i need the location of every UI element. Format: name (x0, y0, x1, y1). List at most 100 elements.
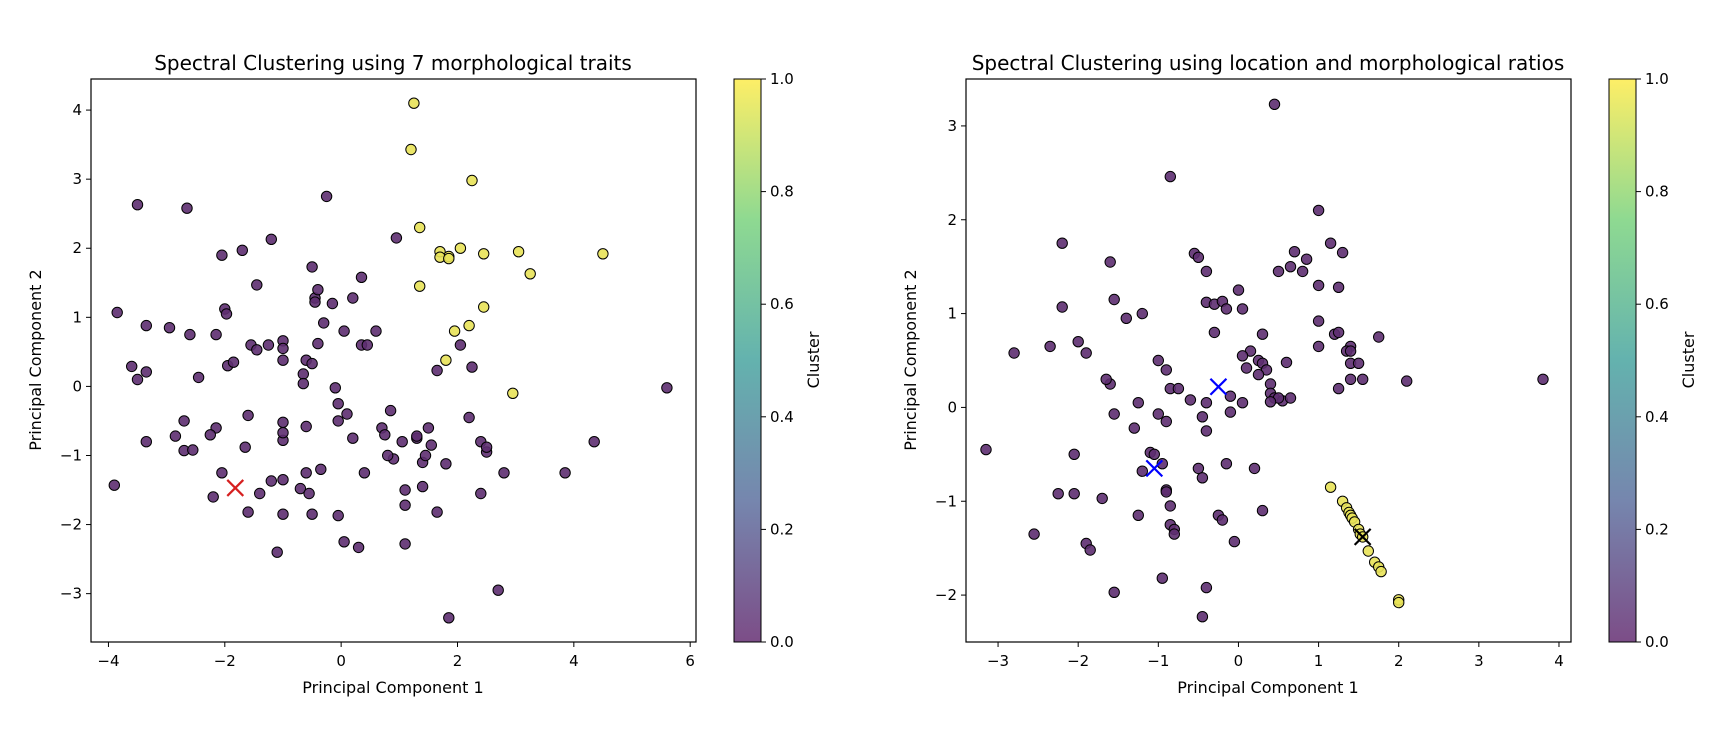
data-point-cluster-0 (1068, 448, 1080, 460)
data-point-cluster-0 (1148, 448, 1161, 460)
data-point-cluster-0 (347, 432, 359, 444)
data-point-cluster-0 (1240, 362, 1253, 374)
data-point-cluster-1 (463, 319, 475, 332)
colorbar-tick-label: 0.6 (770, 295, 794, 313)
data-point-cluster-0 (1196, 472, 1209, 484)
right-colorbar-ticks: 0.0 0.2 0.4 0.6 0.8 1.0 (1636, 70, 1669, 651)
data-point-cluster-0 (1248, 462, 1261, 475)
data-point-cluster-0 (294, 482, 307, 495)
y-tick-label: 2 (947, 211, 957, 229)
data-point-cluster-0 (1108, 408, 1120, 420)
data-point-cluster-0 (1152, 354, 1165, 367)
data-point-cluster-0 (277, 342, 289, 355)
data-point-cluster-0 (1268, 98, 1281, 111)
data-point-cluster-0 (341, 408, 353, 420)
data-point-cluster-0 (352, 541, 365, 554)
data-point-cluster-0 (332, 509, 344, 522)
data-point-cluster-0 (492, 584, 504, 596)
x-tick-label: 1 (1314, 652, 1324, 670)
data-point-cluster-0 (1220, 303, 1233, 315)
data-point-cluster-0 (1136, 307, 1149, 320)
data-point-cluster-0 (466, 361, 478, 373)
data-point-cluster-0 (300, 420, 312, 433)
data-point-cluster-0 (309, 296, 321, 308)
y-tick-label: −1 (935, 492, 957, 510)
x-tick-label: 6 (685, 652, 695, 670)
x-tick-label: 3 (1474, 652, 1484, 670)
left-x-ticks: −4 −2 0 2 4 6 (97, 642, 695, 670)
right-x-ticks: −3 −2 −1 0 1 2 3 4 (987, 642, 1564, 670)
colorbar-tick-label: 1.0 (770, 70, 794, 88)
right-panel: Spectral Clustering using location and m… (901, 51, 1698, 697)
data-point-cluster-0 (419, 449, 432, 462)
data-point-cluster-0 (210, 328, 222, 341)
data-point-cluster-0 (661, 382, 673, 394)
data-point-cluster-0 (251, 279, 263, 291)
data-point-cluster-0 (1256, 328, 1269, 340)
data-point-cluster-0 (1357, 373, 1369, 385)
right-centroids (1145, 377, 1372, 546)
colorbar-tick-label: 0.4 (1645, 408, 1669, 426)
data-point-cluster-0 (306, 261, 318, 273)
data-point-cluster-0 (277, 427, 289, 439)
data-point-cluster-0 (338, 536, 350, 548)
data-point-cluster-0 (207, 491, 219, 503)
data-point-cluster-0 (1332, 281, 1345, 293)
y-tick-label: −2 (60, 516, 82, 534)
left-colorbar-ticks: 0.0 0.2 0.4 0.6 0.8 1.0 (761, 70, 794, 651)
data-point-cluster-0 (1288, 246, 1301, 258)
x-tick-label: −2 (1067, 652, 1089, 670)
colorbar-tick-label: 1.0 (1645, 70, 1669, 88)
data-point-cluster-0 (1028, 528, 1040, 540)
data-point-cluster-0 (1344, 373, 1357, 385)
data-point-cluster-0 (204, 429, 217, 441)
x-tick-label: 0 (1234, 652, 1244, 670)
x-tick-label: −2 (214, 652, 236, 670)
data-point-cluster-0 (1224, 406, 1237, 418)
data-point-cluster-0 (1312, 340, 1325, 353)
data-point-cluster-0 (440, 458, 452, 470)
data-point-cluster-0 (1236, 350, 1249, 362)
centroid-marker (1353, 528, 1372, 546)
right-chart-title: Spectral Clustering using location and m… (972, 51, 1565, 75)
data-point-cluster-1 (507, 387, 519, 399)
left-plot-frame (90, 78, 697, 643)
centroid-stroke (1209, 377, 1228, 396)
data-point-cluster-0 (1196, 611, 1209, 623)
data-point-cluster-0 (265, 475, 277, 487)
colorbar-tick-label: 0.4 (770, 408, 794, 426)
right-y-ticks: −2 −1 0 1 2 3 (935, 117, 966, 604)
data-point-cluster-0 (192, 371, 205, 384)
data-point-cluster-0 (1200, 265, 1213, 278)
y-tick-label: −3 (60, 585, 82, 603)
data-point-cluster-0 (399, 484, 411, 496)
data-point-cluster-0 (411, 430, 423, 442)
data-point-cluster-1 (1393, 596, 1405, 609)
x-tick-label: 2 (1394, 652, 1404, 670)
data-point-cluster-0 (306, 357, 318, 370)
data-point-cluster-0 (382, 449, 394, 462)
x-tick-label: 0 (336, 652, 346, 670)
data-point-cluster-0 (332, 398, 344, 410)
data-point-cluster-1 (478, 301, 490, 313)
data-point-cluster-0 (265, 233, 277, 246)
data-point-cluster-0 (297, 377, 309, 390)
x-tick-label: 4 (1554, 652, 1564, 670)
data-point-cluster-0 (480, 441, 493, 453)
data-point-cluster-0 (1104, 256, 1116, 268)
data-point-cluster-0 (588, 436, 600, 448)
data-point-cluster-0 (131, 373, 144, 386)
colorbar-tick-label: 0.8 (770, 183, 794, 201)
data-point-cluster-0 (1332, 326, 1345, 339)
x-tick-label: −3 (987, 652, 1009, 670)
data-point-cluster-0 (1200, 425, 1213, 437)
data-point-cluster-1 (597, 248, 609, 260)
data-point-cluster-1 (414, 221, 426, 234)
data-point-cluster-0 (126, 360, 138, 373)
data-point-cluster-0 (425, 439, 437, 451)
data-point-cluster-0 (1200, 397, 1213, 409)
data-point-cluster-0 (379, 429, 391, 441)
data-point-cluster-0 (216, 249, 228, 261)
data-point-cluster-0 (1052, 488, 1064, 500)
data-point-cluster-0 (312, 284, 324, 296)
